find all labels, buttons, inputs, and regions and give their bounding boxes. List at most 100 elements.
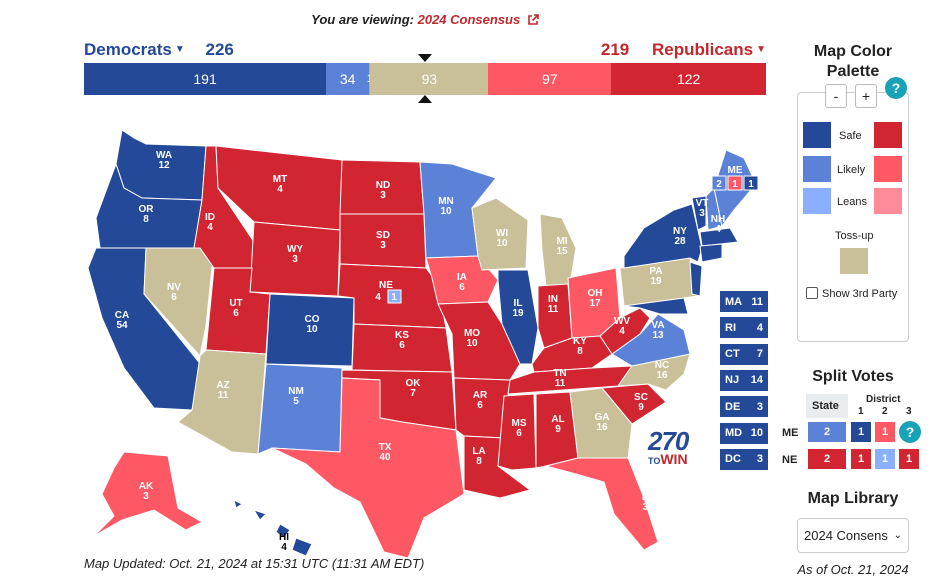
state-AZ[interactable] bbox=[177, 349, 267, 455]
state-NM[interactable] bbox=[257, 363, 343, 455]
republicans-dropdown[interactable]: Republicans bbox=[652, 40, 754, 59]
small-state-votes: 10 bbox=[750, 427, 763, 439]
label-MI: MI 15 bbox=[556, 236, 568, 257]
label-ME: ME bbox=[728, 165, 743, 176]
label-AZ: AZ 11 bbox=[216, 380, 229, 401]
split-me-d2[interactable]: 1 bbox=[875, 422, 895, 442]
label-OH: OH 17 bbox=[588, 288, 603, 309]
viewing-banner: You are viewing: 2024 Consensus bbox=[84, 12, 766, 27]
state-NY[interactable] bbox=[623, 203, 703, 269]
small-state-votes: 11 bbox=[751, 295, 763, 308]
external-link-icon[interactable] bbox=[527, 14, 539, 26]
split-ne-d2[interactable]: 1 bbox=[875, 449, 895, 469]
swatch-likely-d[interactable] bbox=[803, 156, 831, 182]
bar-segment-2: 1 bbox=[367, 63, 373, 95]
map-library-title: Map Library bbox=[807, 490, 899, 507]
state-CT[interactable] bbox=[699, 243, 723, 263]
small-state-nj[interactable]: NJ 14 bbox=[720, 369, 768, 391]
label-WA: WA 12 bbox=[156, 150, 172, 171]
label-CA: CA 54 bbox=[115, 310, 129, 331]
split-state-header-bg bbox=[806, 394, 848, 418]
split-ne-d1[interactable]: 1 bbox=[851, 449, 871, 469]
state-MO[interactable] bbox=[437, 301, 521, 381]
ne-district2-value: 1 bbox=[391, 292, 397, 303]
split-ne-state[interactable]: 2 bbox=[808, 449, 846, 469]
bar-segment-1: 34 bbox=[326, 63, 370, 95]
palette-plus-button[interactable]: + bbox=[855, 84, 877, 108]
state-MA[interactable] bbox=[699, 227, 739, 247]
label-AK: AK 3 bbox=[139, 481, 154, 502]
us-electoral-map[interactable]: WA 12 OR 8 CA 54 ID 4 NV 6 MT 4 WY 3 UT 6 AZ 11 C… bbox=[84, 118, 766, 558]
state-WI[interactable] bbox=[471, 197, 529, 271]
label-MS: MS 6 bbox=[512, 418, 527, 439]
label-GA: GA 16 bbox=[595, 412, 610, 433]
small-state-votes: 7 bbox=[756, 348, 763, 361]
state-MS[interactable] bbox=[497, 393, 537, 471]
small-state-ma[interactable]: MA 11 bbox=[720, 291, 768, 312]
small-state-md[interactable]: MD 10 bbox=[720, 422, 768, 444]
me-district1-box[interactable] bbox=[743, 175, 759, 191]
state-IL[interactable] bbox=[497, 269, 539, 365]
palette-label-safe: Safe bbox=[839, 130, 862, 142]
state-VT[interactable] bbox=[691, 195, 707, 231]
palette-minus-button[interactable]: - bbox=[825, 84, 847, 108]
state-HI[interactable] bbox=[233, 499, 313, 557]
democrats-dropdown[interactable]: Democrats bbox=[84, 40, 172, 59]
label-NE: NE bbox=[379, 280, 393, 291]
me-district2-box[interactable] bbox=[727, 175, 743, 191]
label-IN: IN 11 bbox=[548, 294, 559, 315]
bar-segment-5: 122 bbox=[611, 63, 766, 95]
bar-segment-0: 191 bbox=[84, 63, 327, 95]
state-WV[interactable] bbox=[599, 307, 651, 355]
small-state-abbr: RI bbox=[725, 321, 736, 334]
caret-down-icon[interactable]: ▼ bbox=[174, 44, 185, 55]
me-statewide-box[interactable] bbox=[711, 175, 727, 191]
state-NJ[interactable] bbox=[689, 261, 703, 297]
label-AL: AL 9 bbox=[551, 414, 564, 435]
state-TX[interactable] bbox=[271, 377, 465, 558]
map-library-select[interactable]: 2024 Consens ⌄ bbox=[797, 518, 909, 553]
small-state-dc[interactable]: DC 3 bbox=[720, 448, 768, 470]
palette-help-icon[interactable]: ? bbox=[885, 77, 907, 99]
electoral-vote-bar: 1913419397122 bbox=[84, 63, 766, 95]
chevron-down-icon: ⌄ bbox=[893, 530, 902, 541]
label-OR: OR 8 bbox=[139, 204, 155, 225]
caret-down-icon[interactable]: ▼ bbox=[756, 44, 766, 55]
label-MO: MO 10 bbox=[464, 328, 480, 349]
split-ne-d3[interactable]: 1 bbox=[899, 449, 919, 469]
logo-win: WIN bbox=[660, 451, 688, 467]
state-MD[interactable] bbox=[623, 297, 689, 315]
label-NV: NV 6 bbox=[167, 282, 181, 303]
label-FL: FL 30 bbox=[642, 492, 654, 513]
small-state-ri[interactable]: RI 4 bbox=[720, 317, 768, 339]
split-me-d1[interactable]: 1 bbox=[851, 422, 871, 442]
270towin-logo[interactable]: 270 TOWIN bbox=[648, 426, 689, 467]
swatch-safe-r[interactable] bbox=[874, 122, 902, 148]
label-NE-votes: 4 bbox=[375, 292, 381, 303]
palette-panel bbox=[797, 92, 909, 342]
ne-district2-box[interactable] bbox=[387, 289, 402, 304]
swatch-likely-r[interactable] bbox=[874, 156, 902, 182]
swatch-safe-d[interactable] bbox=[803, 122, 831, 148]
midpoint-marker-top bbox=[418, 54, 432, 62]
show-third-party-checkbox[interactable] bbox=[806, 287, 818, 299]
small-state-abbr: DC bbox=[725, 453, 741, 466]
split-help-icon[interactable]: ? bbox=[899, 421, 921, 443]
label-SD: SD 3 bbox=[376, 230, 390, 251]
small-state-ct[interactable]: CT 7 bbox=[720, 343, 768, 365]
label-CO: CO 10 bbox=[305, 314, 320, 335]
swatch-leans-d[interactable] bbox=[803, 188, 831, 214]
small-state-de[interactable]: DE 3 bbox=[720, 396, 768, 418]
state-AK[interactable] bbox=[93, 451, 204, 537]
split-col-3: 3 bbox=[906, 406, 912, 417]
swatch-leans-r[interactable] bbox=[874, 188, 902, 214]
label-IL: IL 19 bbox=[512, 298, 524, 319]
consensus-link[interactable]: 2024 Consensus bbox=[417, 12, 521, 27]
state-FL[interactable] bbox=[544, 457, 659, 551]
split-col-1: 1 bbox=[858, 406, 864, 417]
label-PA: PA 19 bbox=[649, 266, 662, 287]
swatch-tossup[interactable] bbox=[840, 248, 868, 274]
bar-segment-4: 97 bbox=[488, 63, 612, 95]
split-row-me-label: ME bbox=[782, 427, 799, 439]
split-me-state[interactable]: 2 bbox=[808, 422, 846, 442]
